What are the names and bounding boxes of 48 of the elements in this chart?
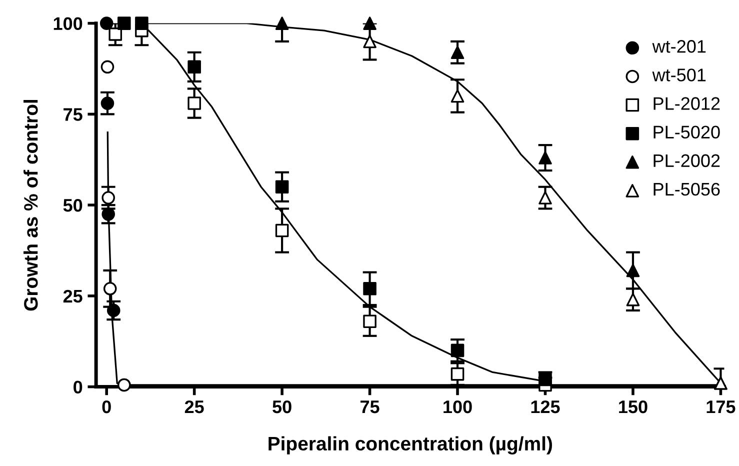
x-tick-label: 50 bbox=[272, 400, 292, 414]
point bbox=[188, 60, 201, 74]
point bbox=[363, 16, 376, 30]
x-tick-label: 100 bbox=[444, 400, 472, 414]
legend-label: PL-5056 bbox=[654, 182, 720, 196]
point bbox=[363, 314, 376, 328]
point bbox=[100, 96, 114, 110]
legend-label: PL-5020 bbox=[654, 126, 720, 139]
point bbox=[102, 207, 115, 221]
point bbox=[538, 191, 552, 204]
y-tick-label: 100 bbox=[54, 17, 82, 30]
point bbox=[450, 344, 464, 358]
point bbox=[363, 34, 376, 48]
x-tick-label: 125 bbox=[531, 400, 560, 414]
point bbox=[275, 16, 289, 30]
x-tick-label: 0 bbox=[102, 400, 111, 414]
y-tick-label: 75 bbox=[64, 108, 82, 121]
x-axis-title: Piperalin concentration (µg/ml) bbox=[268, 436, 552, 454]
point bbox=[538, 151, 552, 164]
point bbox=[626, 264, 640, 278]
point bbox=[450, 46, 464, 60]
y-tick-label: 50 bbox=[63, 198, 82, 212]
y-tick-label: 25 bbox=[63, 290, 82, 303]
x-tick-label: 25 bbox=[184, 400, 204, 414]
y-axis-title: Growth as % of control bbox=[24, 100, 38, 311]
point bbox=[275, 180, 289, 194]
legend-label: wt-501 bbox=[652, 68, 706, 82]
point bbox=[108, 28, 122, 41]
point bbox=[275, 224, 289, 238]
point bbox=[363, 282, 376, 296]
point bbox=[626, 292, 640, 306]
legend-label: PL-2012 bbox=[654, 97, 720, 110]
point bbox=[118, 16, 131, 30]
point bbox=[450, 367, 464, 381]
x-tick-label: 175 bbox=[706, 400, 736, 414]
x-tick-label: 75 bbox=[360, 400, 380, 414]
point bbox=[188, 96, 201, 110]
point bbox=[450, 89, 464, 103]
point bbox=[538, 372, 552, 386]
y-tick-label: 0 bbox=[74, 380, 82, 394]
x-tick-label: 150 bbox=[619, 400, 648, 414]
point bbox=[100, 16, 114, 30]
legend-label: PL-2002 bbox=[654, 154, 720, 168]
point bbox=[103, 282, 117, 296]
point bbox=[100, 60, 114, 74]
point bbox=[106, 304, 120, 318]
point bbox=[135, 16, 148, 30]
legend-label: wt-201 bbox=[652, 40, 706, 53]
